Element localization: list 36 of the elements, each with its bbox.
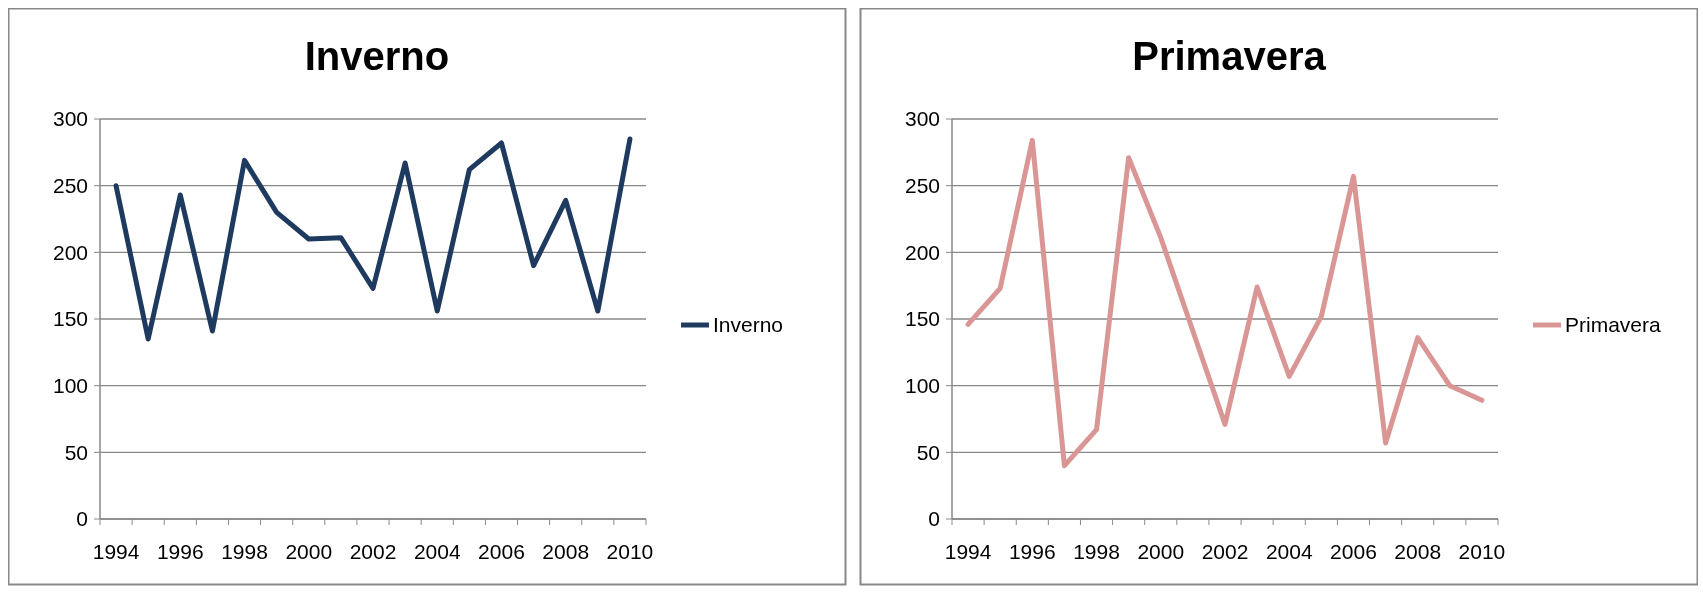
y-tick-label: 150 — [904, 307, 940, 331]
y-tick-label: 50 — [916, 440, 940, 464]
x-tick-label: 2000 — [285, 540, 333, 563]
x-tick-label: 1994 — [92, 540, 140, 563]
y-tick-label: 300 — [904, 107, 940, 131]
y-tick-label: 0 — [76, 507, 88, 531]
y-tick-label: 200 — [904, 240, 940, 264]
y-tick-label: 200 — [52, 240, 88, 264]
x-tick-label: 1998 — [1073, 540, 1120, 563]
x-tick-label: 1994 — [944, 540, 992, 563]
x-tick-label: 1996 — [156, 540, 204, 563]
y-tick-label: 250 — [52, 174, 88, 198]
y-tick-label: 250 — [904, 174, 940, 198]
y-tick-label: 150 — [52, 307, 88, 331]
x-tick-label: 1996 — [1008, 540, 1056, 563]
x-tick-label: 2002 — [1201, 540, 1249, 563]
chart-title: Inverno — [304, 34, 450, 78]
legend-label: Primavera — [1565, 313, 1662, 337]
chart-title: Primavera — [1132, 34, 1327, 78]
x-tick-label: 2006 — [1330, 540, 1377, 563]
x-tick-label: 1998 — [221, 540, 268, 563]
y-tick-label: 50 — [64, 440, 88, 464]
y-tick-label: 100 — [904, 374, 940, 398]
x-tick-label: 2008 — [1394, 540, 1442, 563]
x-tick-label: 2000 — [1137, 540, 1185, 563]
legend-label: Inverno — [713, 313, 784, 337]
y-tick-label: 100 — [52, 374, 88, 398]
x-tick-label: 2010 — [606, 540, 654, 563]
x-tick-label: 2004 — [1265, 540, 1313, 563]
y-tick-label: 0 — [928, 507, 940, 531]
x-tick-label: 2010 — [1458, 540, 1506, 563]
x-tick-label: 2002 — [349, 540, 397, 563]
x-tick-label: 2006 — [478, 540, 525, 563]
x-tick-label: 2008 — [542, 540, 590, 563]
y-tick-label: 300 — [52, 107, 88, 131]
x-tick-label: 2004 — [413, 540, 461, 563]
